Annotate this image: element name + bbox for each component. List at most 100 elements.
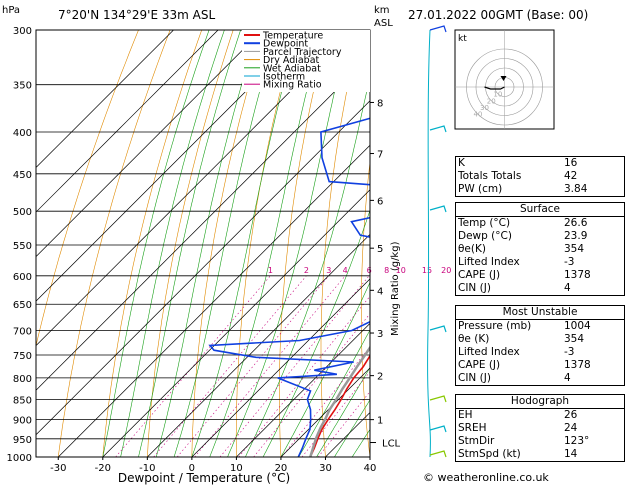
wind-profile-line	[427, 29, 431, 458]
row-value: 1378	[564, 269, 591, 281]
isotherm	[36, 30, 219, 213]
isotherm	[58, 144, 370, 457]
isotherm	[147, 233, 370, 457]
wind-barb	[429, 395, 447, 403]
legend-label: Isotherm	[263, 72, 305, 83]
pressure-tick-label: 550	[13, 241, 32, 252]
km-tick-label: 2	[377, 372, 383, 383]
row-label: Temp (°C)	[458, 217, 511, 229]
mixing-ratio-line	[153, 275, 307, 457]
x-tick-label: 10	[230, 463, 243, 474]
row-label: Dewp (°C)	[458, 230, 512, 242]
pressure-axis: 300 350 400 450 500 550 600 650 700 750 800 850 900 9…	[7, 26, 32, 464]
row-value: 24	[564, 422, 578, 434]
mixing-ratio-label: 10	[396, 266, 406, 275]
table-row: θe(K) 354	[456, 243, 624, 256]
isotherm	[36, 55, 370, 391]
x-tick-label: 40	[364, 463, 377, 474]
hodograph-ring-label: 10	[493, 91, 502, 99]
hodograph-title: Hodograph	[510, 395, 570, 407]
table-row: θe (K) 354	[456, 333, 624, 346]
mixing-ratio-line	[281, 346, 370, 457]
table-row: StmSpd (kt) 14	[456, 448, 624, 461]
x-tick-label: -20	[95, 463, 111, 474]
isotherm	[36, 30, 308, 302]
table-row: CAPE (J) 1378	[456, 269, 624, 282]
row-value: 1004	[564, 320, 591, 332]
pressure-tick-label: 500	[13, 207, 32, 218]
row-value: 354	[564, 333, 585, 345]
row-value: 26.6	[564, 217, 588, 229]
row-label: PW (cm)	[458, 183, 503, 195]
x-tick-label: 0	[189, 463, 195, 474]
mixing-ratio-label: 15	[422, 266, 432, 275]
row-label: K	[458, 157, 465, 169]
km-tick-label: 1	[377, 416, 383, 427]
most-unstable-table: Most Unstable Pressure (mb) 1004 θe (K) 354…	[455, 305, 625, 386]
hodograph-trace	[484, 86, 505, 90]
indices-table: K 16 Totals Totals 42 PW (cm) 3.84	[455, 156, 625, 197]
table-row: CAPE (J) 1378	[456, 359, 624, 372]
isotherm	[236, 322, 370, 457]
km-tick-label: 3	[377, 329, 383, 340]
mixing-ratio-label: 20	[441, 266, 451, 275]
km-tick-label: 5	[377, 244, 383, 255]
row-label: Lifted Index	[458, 256, 520, 268]
isotherm	[36, 30, 174, 169]
row-value: 123°	[564, 435, 590, 447]
mixing-ratio-line	[176, 275, 329, 457]
isotherm	[36, 30, 263, 258]
row-value: 23.9	[564, 230, 588, 242]
pressure-tick-label: 1000	[7, 453, 32, 464]
hodograph-ring-label: 20	[487, 97, 496, 105]
lcl-label: LCL	[382, 439, 401, 450]
hodograph-ring-label: 30	[480, 104, 489, 112]
wind-barb	[429, 425, 447, 433]
km-tick-label: 4	[377, 286, 383, 297]
row-value: 26	[564, 409, 578, 421]
wet-adiabat	[334, 399, 370, 457]
dry-adiabat	[36, 30, 139, 348]
mixing-ratio-line	[219, 275, 370, 457]
legend-label: Parcel Trajectory	[263, 47, 342, 58]
hodograph-unit: kt	[458, 34, 467, 44]
mixing-ratio-label: 8	[384, 266, 389, 275]
mixing-ratio-line	[194, 275, 346, 457]
x-axis-title: Dewpoint / Temperature (°C)	[118, 471, 290, 485]
wet-adiabat	[316, 366, 370, 457]
wind-axis	[427, 25, 447, 458]
row-value: 4	[564, 282, 571, 294]
asl-unit-label: ASL	[374, 18, 393, 29]
legend-label: Temperature	[262, 31, 323, 42]
wet-adiabat	[191, 30, 299, 457]
wind-barb	[429, 325, 447, 333]
table-row: StmDir 123°	[456, 435, 624, 448]
pressure-tick-label: 350	[13, 81, 32, 92]
pressure-tick-label: 300	[13, 26, 32, 37]
row-label: SREH	[458, 422, 487, 434]
mixing-ratio-label: 4	[343, 266, 348, 275]
pressure-tick-label: 650	[13, 300, 32, 311]
row-value: 42	[564, 170, 578, 182]
x-tick-label: -10	[139, 463, 155, 474]
table-row: Pressure (mb) 1004	[456, 319, 624, 333]
row-label: Pressure (mb)	[458, 320, 532, 332]
mixing-ratio-label: 1	[268, 266, 273, 275]
series-temperature	[309, 354, 370, 457]
dry-adiabat	[400, 30, 422, 457]
row-label: StmDir	[458, 435, 495, 447]
row-label: θe(K)	[458, 243, 486, 255]
legend-label: Mixing Ratio	[263, 80, 322, 91]
hpa-unit-label: hPa	[2, 5, 20, 16]
km-tick-label: 6	[377, 196, 383, 207]
x-tick-label: 20	[275, 463, 288, 474]
most-unstable-title: Most Unstable	[502, 306, 578, 318]
pressure-tick-label: 600	[13, 272, 32, 283]
isotherm	[102, 189, 370, 457]
wet-adiabat	[298, 329, 370, 457]
pressure-tick-label: 900	[13, 416, 32, 427]
